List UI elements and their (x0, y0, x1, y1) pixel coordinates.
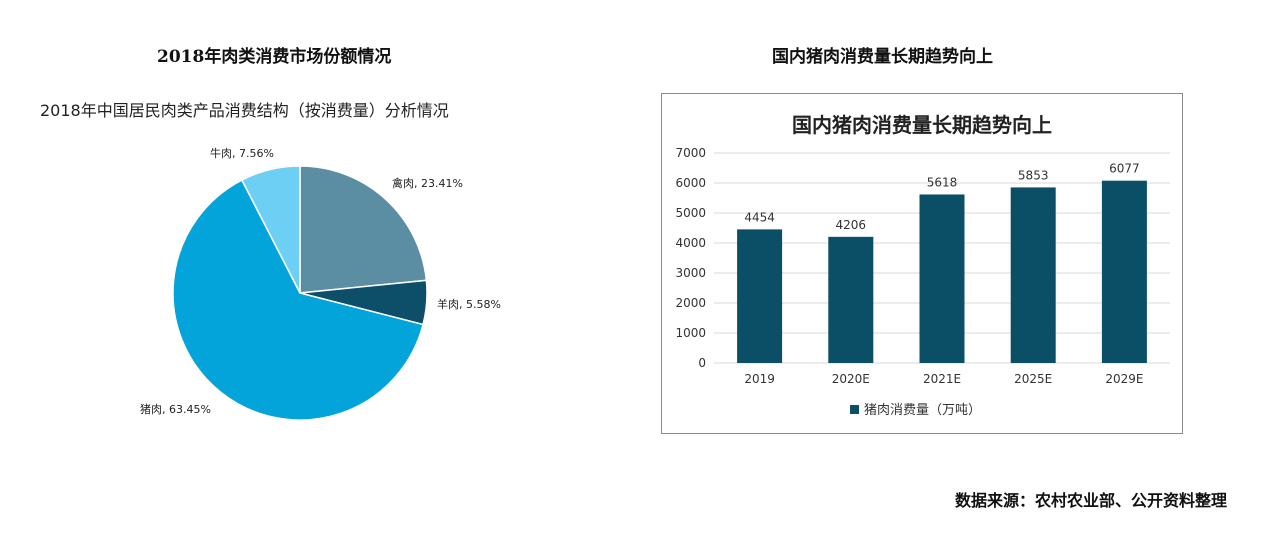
y-tick-label: 3000 (675, 266, 706, 280)
x-tick-label: 2020E (832, 372, 870, 386)
bar-chart-panel: 国内猪肉消费量长期趋势向上 0 1000 2000 3000 4000 5000 6000 7… (661, 93, 1183, 434)
legend-label: 猪肉消费量（万吨） (864, 403, 981, 418)
bar-chart-title: 国内猪肉消费量长期趋势向上 (792, 113, 1052, 137)
legend-swatch (850, 405, 859, 414)
pie-slice-label: 猪肉, 63.45% (140, 403, 211, 416)
x-tick-label: 2029E (1105, 372, 1143, 386)
bar-data-label: 4206 (836, 218, 867, 232)
bar-chart: 0 1000 2000 3000 4000 5000 6000 7000 4454 2019 420… (675, 146, 1170, 418)
bar (919, 194, 965, 363)
pie-slice (240, 165, 301, 294)
y-tick-label: 0 (698, 356, 706, 370)
x-tick-label: 2019 (744, 372, 775, 386)
pie-slice (299, 165, 428, 294)
bar (1101, 180, 1147, 363)
x-tick-label: 2025E (1014, 372, 1052, 386)
bar-data-label: 4454 (744, 210, 775, 224)
pie-slice-label: 禽肉, 23.41% (392, 176, 463, 190)
y-tick-label: 5000 (675, 206, 706, 220)
bar (828, 236, 874, 363)
y-tick-label: 1000 (675, 326, 706, 340)
right-figure-caption: 国内猪肉消费量长期趋势向上 (772, 47, 993, 67)
pie-slice-label: 牛肉, 7.56% (210, 146, 274, 160)
pie-slice-label: 羊肉, 5.58% (437, 297, 501, 311)
bar-data-label: 5853 (1018, 168, 1049, 182)
bar (737, 229, 783, 363)
bar-data-label: 5618 (927, 175, 958, 189)
y-tick-label: 6000 (675, 176, 706, 190)
y-tick-label: 4000 (675, 236, 706, 250)
y-tick-label: 2000 (675, 296, 706, 310)
pie-chart: 禽肉, 23.41% 羊肉, 5.58% 猪肉, 63.45% 牛肉, 7.56% (140, 146, 501, 421)
y-tick-label: 7000 (675, 146, 706, 160)
bar (1010, 187, 1056, 363)
x-tick-label: 2021E (923, 372, 961, 386)
pie-slice (172, 179, 424, 421)
left-figure-caption: 2018年肉类消费市场份额情况 (157, 47, 392, 67)
source-note: 数据来源：农村农业部、公开资料整理 (954, 491, 1227, 510)
bar-data-label: 6077 (1109, 162, 1140, 176)
pie-chart-title: 2018年中国居民肉类产品消费结构（按消费量）分析情况 (40, 101, 449, 120)
